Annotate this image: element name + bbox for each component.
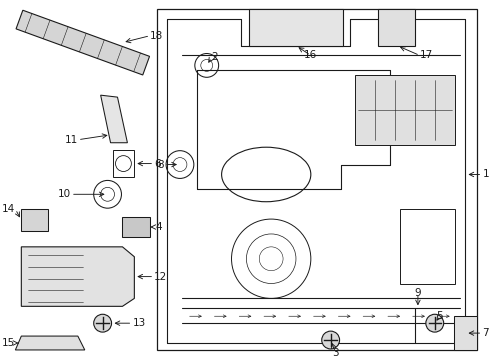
Text: 3: 3: [332, 348, 339, 358]
Text: 18: 18: [150, 31, 164, 41]
Text: 9: 9: [415, 288, 421, 298]
Polygon shape: [249, 9, 343, 46]
Polygon shape: [355, 75, 455, 145]
Polygon shape: [16, 10, 149, 75]
Text: 5: 5: [437, 311, 443, 321]
Text: 15: 15: [2, 338, 15, 348]
Text: 17: 17: [420, 50, 433, 60]
Text: 7: 7: [482, 328, 489, 338]
Bar: [113, 150, 134, 177]
Text: 6: 6: [154, 158, 161, 168]
Text: 16: 16: [304, 50, 318, 60]
Text: 1: 1: [482, 170, 489, 180]
Text: 11: 11: [65, 135, 78, 145]
Polygon shape: [15, 336, 85, 350]
Polygon shape: [100, 95, 127, 143]
Polygon shape: [454, 316, 477, 350]
Text: 14: 14: [2, 204, 15, 214]
Text: 8: 8: [157, 159, 164, 170]
Text: 2: 2: [212, 53, 219, 63]
Polygon shape: [122, 217, 150, 237]
Circle shape: [426, 314, 443, 332]
Polygon shape: [22, 247, 134, 306]
Circle shape: [94, 314, 112, 332]
Polygon shape: [22, 209, 48, 231]
Text: 4: 4: [155, 222, 162, 232]
Text: 10: 10: [58, 189, 71, 199]
Polygon shape: [378, 9, 415, 46]
Text: 13: 13: [132, 318, 146, 328]
Circle shape: [322, 331, 340, 349]
Text: 12: 12: [154, 271, 168, 282]
